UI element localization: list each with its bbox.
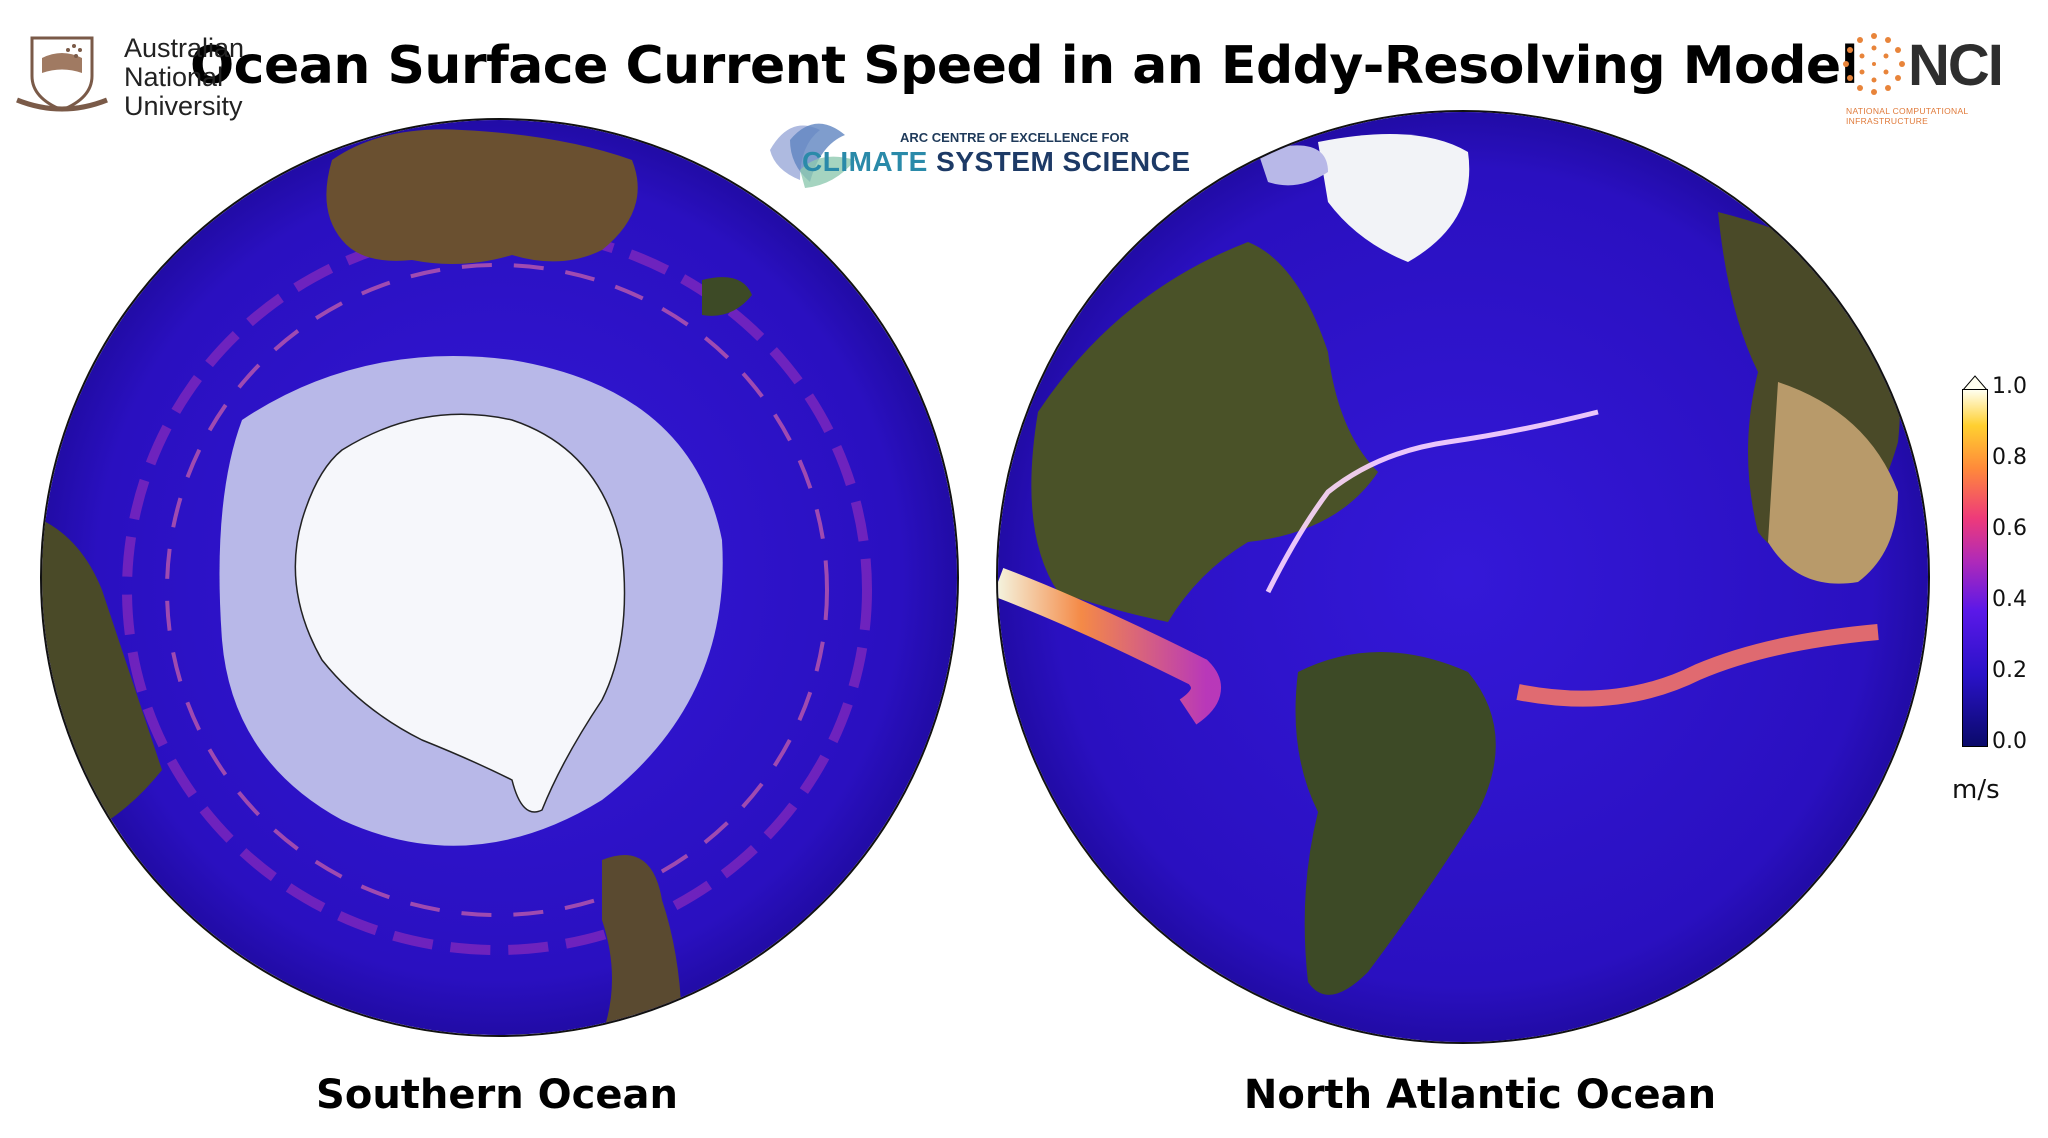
southern-ocean-globe — [40, 118, 959, 1037]
colorbar-extend-arrow — [1962, 375, 1988, 390]
petals-icon — [770, 123, 855, 188]
north-atlantic-label: North Atlantic Ocean — [1243, 1072, 1717, 1118]
anu-logo: Australian National University — [12, 28, 262, 121]
nci-wordmark: NCI — [1908, 33, 2004, 98]
colorbar-tick: 0.6 — [1992, 516, 2027, 541]
colorbar-tick: 0.4 — [1992, 587, 2027, 612]
north-atlantic-map — [998, 112, 1928, 1042]
southern-ocean-label: Southern Ocean — [316, 1072, 678, 1118]
colorbar-tick: 0.2 — [1992, 658, 2027, 683]
north-atlantic-globe — [996, 110, 1930, 1044]
nci-subtitle: NATIONAL COMPUTATIONAL INFRASTRUCTURE — [1846, 106, 1969, 126]
climate-word: CLIMATE — [802, 146, 937, 177]
anu-crest-icon — [16, 36, 108, 112]
anu-line-3: University — [124, 91, 243, 121]
colorbar — [1962, 375, 1988, 747]
climate-logo: ARC CENTRE OF EXCELLENCE FOR CLIMATE SYS… — [760, 110, 1200, 190]
colorbar-tick: 1.0 — [1992, 374, 2027, 399]
anu-wordmark: Australian National University — [124, 34, 244, 121]
page-title: Ocean Surface Current Speed in an Eddy-R… — [189, 36, 1859, 96]
nci-dots-icon — [1843, 33, 1905, 95]
nci-logo: NCI NATIONAL COMPUTATIONAL INFRASTRUCTUR… — [1838, 28, 2038, 126]
climate-wordmark: CLIMATE SYSTEM SCIENCE — [802, 146, 1202, 178]
anu-line-1: Australian — [124, 33, 245, 63]
climate-subtitle: ARC CENTRE OF EXCELLENCE FOR — [900, 130, 1129, 145]
colorbar-tick: 0.0 — [1992, 729, 2027, 754]
colorbar-units: m/s — [1952, 775, 2000, 805]
southern-ocean-map — [42, 120, 957, 1035]
system-science-word: SYSTEM SCIENCE — [936, 146, 1191, 177]
colorbar-gradient — [1962, 389, 1988, 747]
anu-line-2: National — [124, 62, 224, 92]
colorbar-tick: 0.8 — [1992, 445, 2027, 470]
